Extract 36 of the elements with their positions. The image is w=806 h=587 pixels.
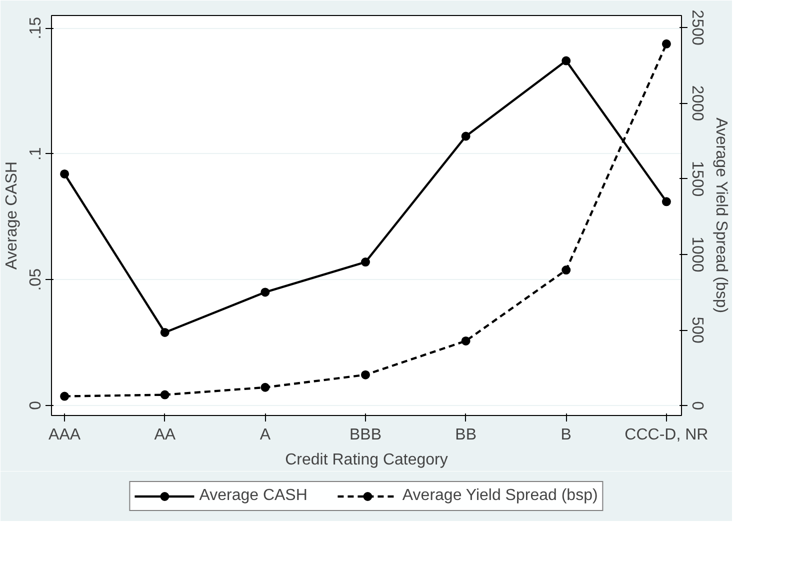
point xyxy=(360,258,370,267)
point xyxy=(160,328,170,337)
point xyxy=(562,266,571,275)
point xyxy=(260,288,270,297)
x-tick-label: CCC-D, NR xyxy=(624,426,708,444)
x-tick-label: A xyxy=(260,426,271,444)
point xyxy=(160,390,170,400)
y2-tick-label: 0 xyxy=(688,401,706,410)
legend-label: Average CASH xyxy=(199,487,308,505)
y2-tick-label: 1500 xyxy=(688,161,706,197)
y2-tick-label: 2000 xyxy=(688,85,706,122)
point xyxy=(662,39,671,48)
y-tick-label: .1 xyxy=(28,147,44,161)
y2-tick-label: 2500 xyxy=(688,10,706,46)
x-tick-label: BBB xyxy=(349,426,382,444)
point xyxy=(360,370,370,380)
point xyxy=(461,132,470,141)
x-tick-label: AA xyxy=(154,426,176,444)
point xyxy=(60,170,70,178)
point xyxy=(60,392,70,401)
y2-axis-title: Average Yield Spread (bsp) xyxy=(712,118,730,314)
y-tick-label: .05 xyxy=(28,268,44,291)
x-tick-label: AAA xyxy=(48,426,81,444)
x-tick-label: BB xyxy=(455,426,476,444)
y-axis-title: Average CASH xyxy=(4,161,20,270)
y-tick-label: .15 xyxy=(28,16,44,40)
legend-label: Average Yield Spread (bsp) xyxy=(402,487,598,505)
x-axis-title: Credit Rating Category xyxy=(285,452,448,468)
point xyxy=(562,56,571,66)
y-tick-label: 0 xyxy=(28,400,44,410)
y2-tick-label: 500 xyxy=(688,316,706,344)
x-tick-label: B xyxy=(560,426,572,444)
y2-tick-label: 1000 xyxy=(688,236,706,272)
point xyxy=(662,197,671,206)
point xyxy=(260,382,270,392)
point xyxy=(461,336,470,346)
